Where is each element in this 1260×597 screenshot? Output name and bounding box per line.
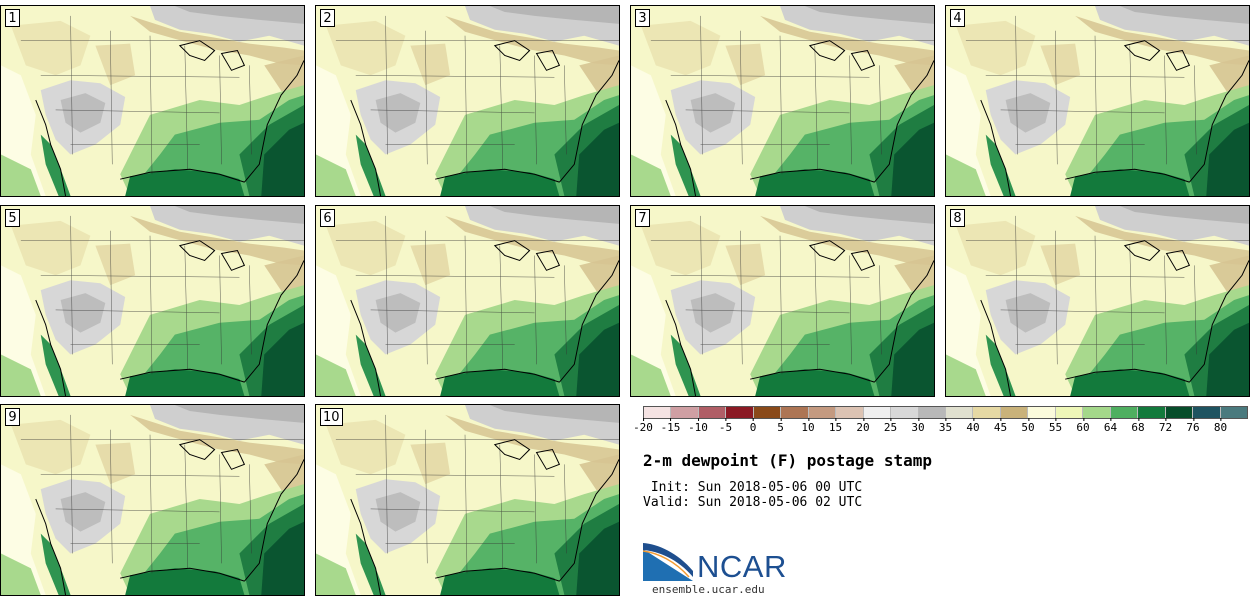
colorbar-tick-label: 30 bbox=[911, 418, 925, 434]
colorbar-swatch bbox=[671, 407, 699, 418]
colorbar-tick-label: 55 bbox=[1048, 418, 1063, 434]
colorbar-swatch bbox=[945, 407, 974, 418]
colorbar-tick-label: 40 bbox=[966, 418, 980, 434]
panel-number-label: 5 bbox=[5, 209, 20, 227]
colorbar-swatch bbox=[1193, 407, 1221, 418]
panel-number-label: 9 bbox=[5, 408, 20, 426]
panel-number-label: 2 bbox=[320, 9, 335, 27]
colorbar-swatch bbox=[1000, 407, 1029, 418]
map-image bbox=[316, 405, 619, 595]
colorbar-swatch bbox=[726, 407, 754, 418]
colorbar-tick-label: 60 bbox=[1076, 418, 1090, 434]
panel-number-label: 3 bbox=[635, 9, 650, 27]
map-image bbox=[946, 6, 1249, 196]
logo-wordmark: NCAR bbox=[697, 549, 787, 584]
map-image bbox=[631, 6, 934, 196]
colorbar-tick-label: 76 bbox=[1186, 418, 1200, 434]
colorbar-swatch bbox=[753, 407, 782, 418]
panel-number-label: 8 bbox=[950, 209, 965, 227]
stamp-panel-2: 2 bbox=[315, 5, 620, 197]
colorbar-swatch bbox=[1028, 407, 1056, 418]
init-label: Init: bbox=[650, 480, 690, 495]
colorbar-swatch bbox=[836, 407, 864, 418]
colorbar-tick-label: 15 bbox=[828, 418, 843, 434]
colorbar-tick-label: 35 bbox=[938, 418, 953, 434]
stamp-panel-6: 6 bbox=[315, 205, 620, 397]
colorbar-swatch bbox=[808, 407, 837, 418]
stamp-panel-8: 8 bbox=[945, 205, 1250, 397]
colorbar-tick-label: -5 bbox=[718, 418, 733, 434]
colorbar-tick-label: -20 bbox=[633, 418, 653, 434]
colorbar-tick-label: 64 bbox=[1103, 418, 1118, 434]
map-image bbox=[316, 6, 619, 196]
colorbar-swatch bbox=[863, 407, 892, 418]
map-image bbox=[1, 405, 304, 595]
colorbar-tick-label: 45 bbox=[993, 418, 1008, 434]
panel-number-label: 6 bbox=[320, 209, 335, 227]
colorbar-tick-label: 72 bbox=[1158, 418, 1173, 434]
colorbar-swatch bbox=[644, 407, 672, 418]
ncar-logo-icon bbox=[643, 543, 693, 581]
colorbar-tick-label: 25 bbox=[883, 418, 898, 434]
colorbar-tick-label: -15 bbox=[660, 418, 681, 434]
site-url: ensemble.ucar.edu bbox=[652, 583, 765, 596]
colorbar-tick-label: 0 bbox=[749, 418, 757, 434]
colorbar-swatch bbox=[973, 407, 1001, 418]
colorbar-swatch bbox=[1138, 407, 1166, 418]
colorbar-swatch bbox=[891, 407, 919, 418]
map-image bbox=[946, 206, 1249, 396]
colorbar-tick-label: 20 bbox=[856, 418, 870, 434]
stamp-panel-7: 7 bbox=[630, 205, 935, 397]
panel-number-label: 10 bbox=[320, 408, 343, 426]
colorbar-swatch bbox=[918, 407, 946, 418]
colorbar-swatch bbox=[1220, 407, 1247, 418]
colorbar-swatch bbox=[1110, 407, 1139, 418]
valid-time: Sun 2018-05-06 02 UTC bbox=[697, 495, 863, 510]
panel-number-label: 4 bbox=[950, 9, 965, 27]
panel-number-label: 7 bbox=[635, 209, 650, 227]
colorbar-tick-label: 80 bbox=[1213, 418, 1228, 434]
colorbar-tick-label: 5 bbox=[777, 418, 784, 434]
page-title: 2-m dewpoint (F) postage stamp bbox=[643, 451, 932, 470]
init-time: Sun 2018-05-06 00 UTC bbox=[697, 480, 863, 495]
map-image bbox=[1, 206, 304, 396]
map-image bbox=[1, 6, 304, 196]
colorbar bbox=[643, 406, 1248, 419]
stamp-panel-1: 1 bbox=[0, 5, 305, 197]
init-time-line: Init: Sun 2018-05-06 00 UTC bbox=[643, 480, 862, 495]
map-image bbox=[316, 206, 619, 396]
colorbar-tick-label: 10 bbox=[801, 418, 815, 434]
valid-label: Valid: bbox=[643, 495, 690, 510]
colorbar-tick-label: 68 bbox=[1131, 418, 1145, 434]
stamp-panel-9: 9 bbox=[0, 404, 305, 596]
colorbar-ticks: -20 -15 -10 -5 0 5 10 15 20 25 30 35 40 45 50 55 60 64 68 7… bbox=[633, 418, 1248, 441]
colorbar-swatch bbox=[1165, 407, 1194, 418]
map-image bbox=[631, 206, 934, 396]
valid-time-line: Valid: Sun 2018-05-06 02 UTC bbox=[643, 495, 862, 510]
stamp-panel-3: 3 bbox=[630, 5, 935, 197]
colorbar-swatch bbox=[1083, 407, 1111, 418]
stamp-panel-10: 10 bbox=[315, 404, 620, 596]
panel-number-label: 1 bbox=[5, 9, 20, 27]
colorbar-tick-label: -10 bbox=[688, 418, 708, 434]
colorbar-swatch bbox=[781, 407, 809, 418]
colorbar-tick-label: 50 bbox=[1021, 418, 1035, 434]
colorbar-swatch bbox=[698, 407, 727, 418]
stamp-panel-4: 4 bbox=[945, 5, 1250, 197]
stamp-panel-5: 5 bbox=[0, 205, 305, 397]
colorbar-swatch bbox=[1055, 407, 1084, 418]
